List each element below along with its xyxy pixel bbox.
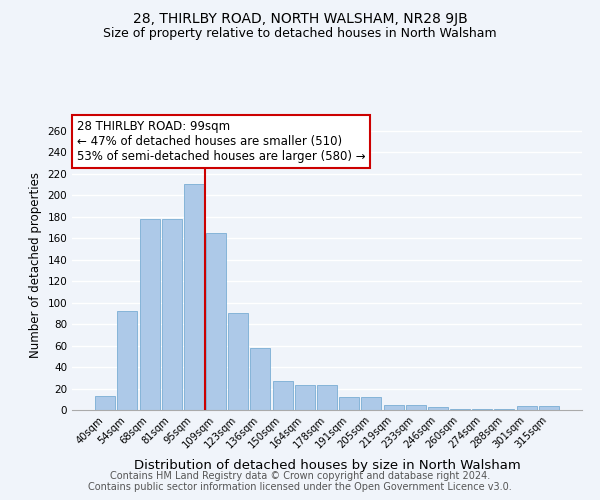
Bar [228, 314, 248, 410]
Bar [383, 404, 404, 410]
Bar [118, 311, 137, 410]
Bar [250, 348, 271, 410]
Y-axis label: Number of detached properties: Number of detached properties [29, 172, 42, 358]
Bar [95, 396, 115, 410]
Bar [295, 386, 315, 410]
Bar [450, 409, 470, 410]
Text: 28 THIRLBY ROAD: 99sqm
← 47% of detached houses are smaller (510)
53% of semi-de: 28 THIRLBY ROAD: 99sqm ← 47% of detached… [77, 120, 366, 163]
Text: 28, THIRLBY ROAD, NORTH WALSHAM, NR28 9JB: 28, THIRLBY ROAD, NORTH WALSHAM, NR28 9J… [133, 12, 467, 26]
Bar [206, 233, 226, 410]
Text: Contains public sector information licensed under the Open Government Licence v3: Contains public sector information licen… [88, 482, 512, 492]
X-axis label: Distribution of detached houses by size in North Walsham: Distribution of detached houses by size … [134, 459, 520, 472]
Bar [494, 409, 514, 410]
Bar [517, 406, 536, 410]
Bar [428, 407, 448, 410]
Bar [140, 219, 160, 410]
Bar [361, 397, 382, 410]
Bar [539, 406, 559, 410]
Bar [339, 397, 359, 410]
Bar [317, 386, 337, 410]
Text: Contains HM Land Registry data © Crown copyright and database right 2024.: Contains HM Land Registry data © Crown c… [110, 471, 490, 481]
Bar [272, 381, 293, 410]
Bar [406, 404, 426, 410]
Bar [162, 219, 182, 410]
Text: Size of property relative to detached houses in North Walsham: Size of property relative to detached ho… [103, 28, 497, 40]
Bar [472, 409, 492, 410]
Bar [184, 184, 204, 410]
